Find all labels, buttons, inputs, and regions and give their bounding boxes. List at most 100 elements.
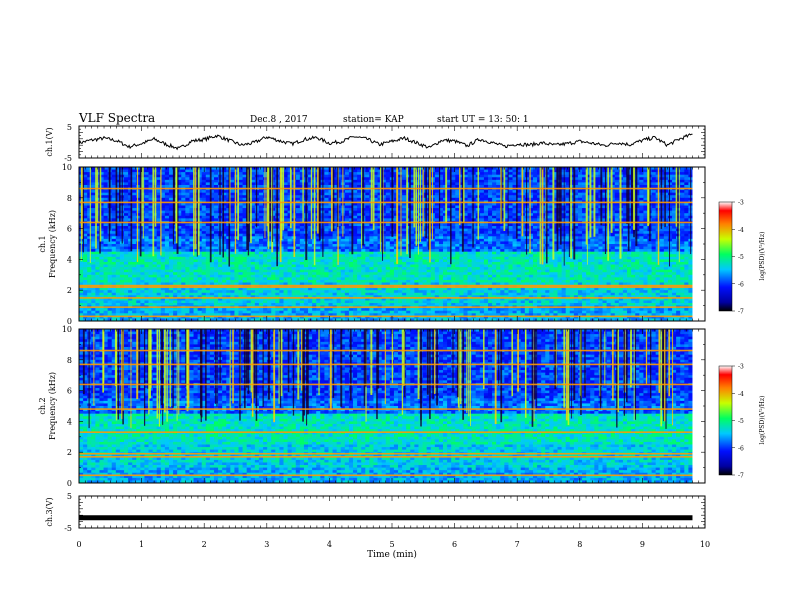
spectrogram-cell bbox=[336, 213, 342, 217]
spectrogram-cell bbox=[410, 179, 415, 183]
spectrogram-cell bbox=[569, 182, 575, 186]
spectrogram-cell bbox=[103, 241, 109, 245]
spectrogram-cell bbox=[308, 184, 313, 188]
spectrogram-cell bbox=[434, 210, 440, 214]
spectrogram-cell bbox=[393, 236, 399, 240]
spectrogram-cell bbox=[553, 172, 558, 176]
spectrogram-cell bbox=[422, 213, 428, 217]
spectrogram-cell bbox=[123, 192, 129, 196]
spectrogram-cell bbox=[385, 177, 391, 181]
spectrogram-cell bbox=[451, 213, 456, 217]
spectrogram-cell bbox=[684, 238, 689, 242]
spectrogram-cell bbox=[136, 182, 141, 186]
spectrogram-cell bbox=[549, 202, 554, 206]
spectrogram-cell bbox=[213, 210, 219, 214]
spectrogram-cell bbox=[344, 182, 350, 186]
spectrogram-cell bbox=[398, 244, 403, 247]
spectrogram-cell bbox=[479, 233, 485, 237]
spectrogram-cell bbox=[434, 182, 440, 186]
spectrogram-cell bbox=[132, 184, 137, 188]
spectrogram-cell bbox=[83, 197, 88, 201]
spectrogram-cell bbox=[91, 218, 96, 222]
spectrogram-cell bbox=[582, 177, 587, 181]
spectrogram-cell bbox=[590, 192, 595, 196]
spectrogram-cell bbox=[353, 228, 358, 232]
spectrogram-cell bbox=[455, 246, 460, 250]
spectrogram-cell bbox=[295, 184, 301, 188]
spectrogram-cell bbox=[83, 208, 88, 212]
spectrogram-cell bbox=[504, 177, 509, 181]
spectrogram-cell bbox=[487, 213, 493, 217]
spectrogram-cell bbox=[128, 174, 133, 178]
spectrogram-cell bbox=[422, 182, 428, 186]
spectrogram-cell bbox=[344, 179, 350, 183]
spectrogram-cell bbox=[467, 205, 473, 209]
spectrogram-cell bbox=[177, 218, 182, 222]
spectrogram-cell bbox=[156, 213, 162, 217]
spectrogram-cell bbox=[181, 197, 186, 201]
spectrogram-cell bbox=[103, 210, 109, 214]
spectrogram-cell bbox=[553, 233, 558, 237]
spectrogram-cell bbox=[316, 244, 321, 247]
spectrogram-cell bbox=[189, 228, 194, 232]
spectrogram-cell bbox=[667, 184, 673, 188]
spectrogram-cell bbox=[377, 179, 383, 183]
spectrogram-cell bbox=[140, 246, 145, 250]
spectrogram-cell bbox=[537, 233, 542, 237]
spectrogram-cell bbox=[492, 202, 497, 206]
spectrogram-cell bbox=[565, 238, 571, 242]
spectrogram-cell bbox=[504, 167, 509, 170]
spectrogram-cell bbox=[667, 172, 673, 176]
spectrogram-cell bbox=[422, 195, 428, 199]
spectrogram-cell bbox=[541, 172, 546, 176]
spectrogram-cell bbox=[365, 174, 370, 178]
spectrogram-cell bbox=[532, 190, 538, 194]
spectrogram-cell bbox=[569, 228, 575, 232]
spectrogram-cell bbox=[586, 215, 591, 219]
spectrogram-cell bbox=[299, 213, 305, 217]
spectrogram-cell bbox=[308, 233, 313, 237]
spectrogram-cell bbox=[672, 182, 677, 186]
spectrogram-cell bbox=[234, 195, 239, 199]
spectrogram-cell bbox=[659, 231, 665, 235]
spectrogram-cell bbox=[487, 223, 493, 227]
spectrogram-cell bbox=[381, 195, 387, 199]
spectrogram-cell bbox=[667, 210, 673, 214]
spectrogram-cell bbox=[508, 208, 513, 212]
spectrogram-cell bbox=[663, 172, 669, 176]
spectrogram-cell bbox=[528, 208, 534, 212]
spectrogram-cell bbox=[156, 233, 162, 237]
spectrogram-cell bbox=[283, 210, 288, 214]
spectrogram-cell bbox=[663, 197, 669, 201]
spectrogram-cell bbox=[406, 205, 411, 209]
spectrogram-cell bbox=[95, 241, 100, 245]
spectrogram-cell bbox=[328, 241, 333, 245]
spectrogram-cell bbox=[258, 226, 264, 229]
spectrogram-cell bbox=[332, 205, 338, 209]
spectrogram-cell bbox=[635, 169, 640, 173]
spectrogram-cell bbox=[639, 205, 644, 209]
spectrogram-cell bbox=[672, 192, 677, 196]
spectrogram-cell bbox=[373, 231, 378, 235]
spectrogram-cell bbox=[258, 190, 264, 194]
spectrogram-cell bbox=[467, 218, 473, 222]
spectrogram-cell bbox=[483, 169, 489, 173]
spectrogram-cell bbox=[393, 231, 399, 235]
spectrogram-cell bbox=[283, 177, 288, 181]
spectrogram-cell bbox=[99, 213, 104, 217]
spectrogram-cell bbox=[463, 233, 468, 237]
spectrogram-cell bbox=[348, 218, 354, 222]
spectrogram-cell bbox=[639, 213, 644, 217]
spectrogram-cell bbox=[177, 195, 182, 199]
spectrogram-cell bbox=[479, 179, 485, 183]
spectrogram-cell bbox=[357, 215, 362, 219]
spectrogram-cell bbox=[177, 215, 182, 219]
spectrogram-cell bbox=[667, 174, 673, 178]
spectrogram-cell bbox=[336, 238, 342, 242]
spectrogram-cell bbox=[103, 169, 109, 173]
spectrogram-cell bbox=[479, 215, 485, 219]
spectrogram-cell bbox=[463, 190, 468, 194]
spectrogram-cell bbox=[197, 238, 203, 242]
spectrogram-cell bbox=[160, 246, 166, 250]
spectrogram-cell bbox=[622, 223, 628, 227]
